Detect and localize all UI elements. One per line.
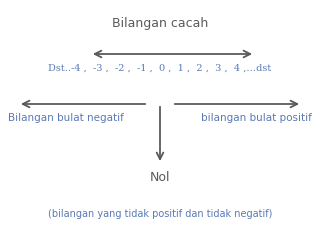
Text: (bilangan yang tidak positif dan tidak negatif): (bilangan yang tidak positif dan tidak n… xyxy=(48,209,272,219)
Text: bilangan bulat positif: bilangan bulat positif xyxy=(201,113,312,123)
Text: Bilangan cacah: Bilangan cacah xyxy=(112,17,208,30)
Text: Dst..-4 ,  -3 ,  -2 ,  -1 ,  0 ,  1 ,  2 ,  3 ,  4 ,…dst: Dst..-4 , -3 , -2 , -1 , 0 , 1 , 2 , 3 ,… xyxy=(48,64,272,73)
Text: Nol: Nol xyxy=(150,171,170,184)
Text: Bilangan bulat negatif: Bilangan bulat negatif xyxy=(8,113,124,123)
